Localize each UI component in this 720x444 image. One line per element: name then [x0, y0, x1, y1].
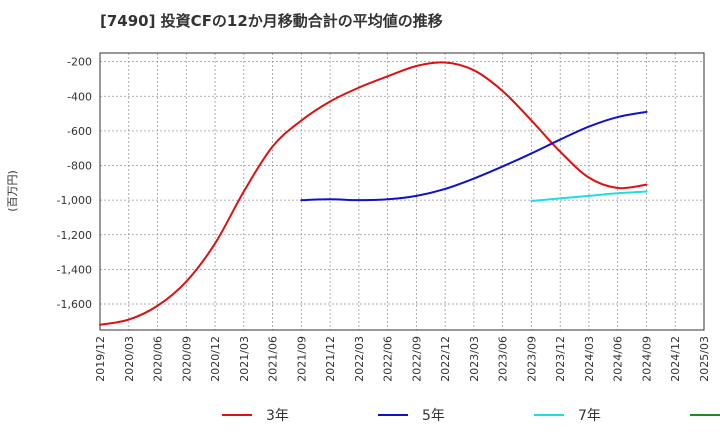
- x-axis-ticks: 2019/12 2020/03 2020/06 2020/09 2020/12 2021/…: [94, 336, 711, 382]
- series-line-0: [99, 61, 648, 326]
- x-tick-label: 2021/12: [324, 336, 337, 382]
- x-tick-label: 2023/12: [554, 336, 567, 382]
- y-tick-label: -1,400: [57, 263, 92, 276]
- y-tick-label: -400: [67, 90, 92, 103]
- y-tick-label: -800: [67, 160, 92, 173]
- x-tick-label: 2020/12: [209, 336, 222, 382]
- x-tick-label: 2023/03: [468, 336, 481, 382]
- x-tick-label: 2025/03: [698, 336, 711, 382]
- chart-title: [7490] 投資CFの12か月移動合計の平均値の推移: [100, 12, 443, 30]
- y-tick-label: -600: [67, 125, 92, 138]
- legend-label: 5年: [422, 408, 445, 424]
- legend-label: 3年: [266, 408, 289, 424]
- y-tick-label: -1,200: [57, 229, 92, 242]
- x-tick-label: 2022/09: [410, 336, 423, 382]
- y-axis-label: (百万円): [6, 170, 19, 212]
- x-tick-label: 2024/12: [669, 336, 682, 382]
- grid: [99, 53, 705, 330]
- x-tick-label: 2024/03: [583, 336, 596, 382]
- x-tick-label: 2022/12: [439, 336, 452, 382]
- x-tick-label: 2021/06: [267, 336, 280, 382]
- x-tick-label: 2023/09: [525, 336, 538, 382]
- legend-label: 7年: [578, 408, 601, 424]
- x-tick-label: 2022/06: [382, 336, 395, 382]
- x-tick-label: 2023/06: [497, 336, 510, 382]
- x-tick-label: 2022/03: [353, 336, 366, 382]
- x-tick-label: 2020/06: [152, 336, 165, 382]
- x-tick-label: 2020/09: [180, 336, 193, 382]
- x-tick-label: 2020/03: [123, 336, 136, 382]
- x-tick-label: 2024/06: [612, 336, 625, 382]
- series-lines: [99, 61, 648, 326]
- plot-area: [99, 52, 705, 331]
- y-tick-label: -200: [67, 56, 92, 69]
- x-tick-label: 2021/03: [238, 336, 251, 382]
- x-tick-label: 2019/12: [94, 336, 107, 382]
- y-tick-label: -1,000: [57, 194, 92, 207]
- x-tick-label: 2024/09: [640, 336, 653, 382]
- y-tick-label: -1,600: [57, 298, 92, 311]
- legend: 3年5年7年10年: [222, 408, 720, 424]
- x-tick-label: 2021/09: [295, 336, 308, 382]
- series-line-2: [530, 190, 648, 203]
- series-line-1: [300, 110, 648, 202]
- y-axis-ticks: -200 -400 -600 -800 -1,000 -1,200 -1,400 -1,600: [57, 56, 92, 311]
